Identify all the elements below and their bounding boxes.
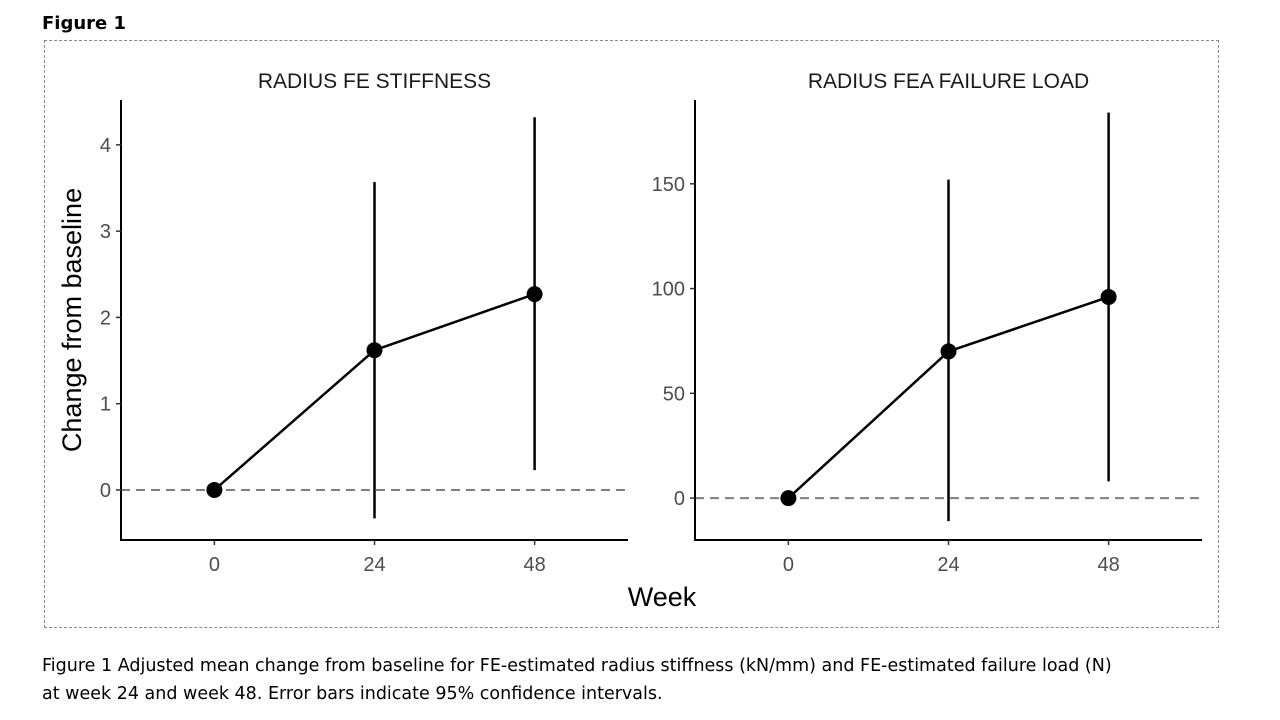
x-tick-label: 48 xyxy=(1097,554,1119,576)
y-tick-label: 2 xyxy=(100,307,111,329)
y-tick-label: 3 xyxy=(100,221,111,243)
data-point xyxy=(1100,288,1117,305)
y-tick-label: 50 xyxy=(663,383,685,405)
y-tick-label: 1 xyxy=(100,394,111,416)
y-axis-label: Change from baseline xyxy=(57,188,87,452)
x-axis-label: Week xyxy=(628,582,697,612)
data-point xyxy=(780,490,797,507)
x-tick-label: 24 xyxy=(363,554,385,576)
x-tick-label: 0 xyxy=(783,554,794,576)
y-tick-label: 4 xyxy=(100,135,111,157)
y-tick-label: 0 xyxy=(674,488,685,510)
figure-label: Figure 1 xyxy=(42,13,127,34)
x-tick-label: 0 xyxy=(209,554,220,576)
data-point xyxy=(526,286,543,303)
figure-caption: Figure 1 Adjusted mean change from basel… xyxy=(42,652,1242,708)
y-tick-label: 150 xyxy=(652,174,685,196)
data-point xyxy=(940,343,957,360)
data-point xyxy=(206,481,223,498)
data-point xyxy=(366,342,383,359)
chart-svg: RADIUS FE STIFFNESS 0 1 2 3 4 0 24 48 RADIUS FEA … xyxy=(57,70,1202,612)
y-tick-label: 0 xyxy=(100,480,111,502)
figure-frame xyxy=(44,40,1219,628)
caption-line-1: Figure 1 Adjusted mean change from basel… xyxy=(42,656,1112,676)
x-tick-label: 24 xyxy=(937,554,959,576)
x-tick-label: 48 xyxy=(523,554,545,576)
panel-title-2: RADIUS FEA FAILURE LOAD xyxy=(808,70,1089,93)
y-tick-label: 100 xyxy=(652,279,685,301)
caption-line-2: at week 24 and week 48. Error bars indic… xyxy=(42,684,663,704)
panel-title-1: RADIUS FE STIFFNESS xyxy=(258,70,491,93)
